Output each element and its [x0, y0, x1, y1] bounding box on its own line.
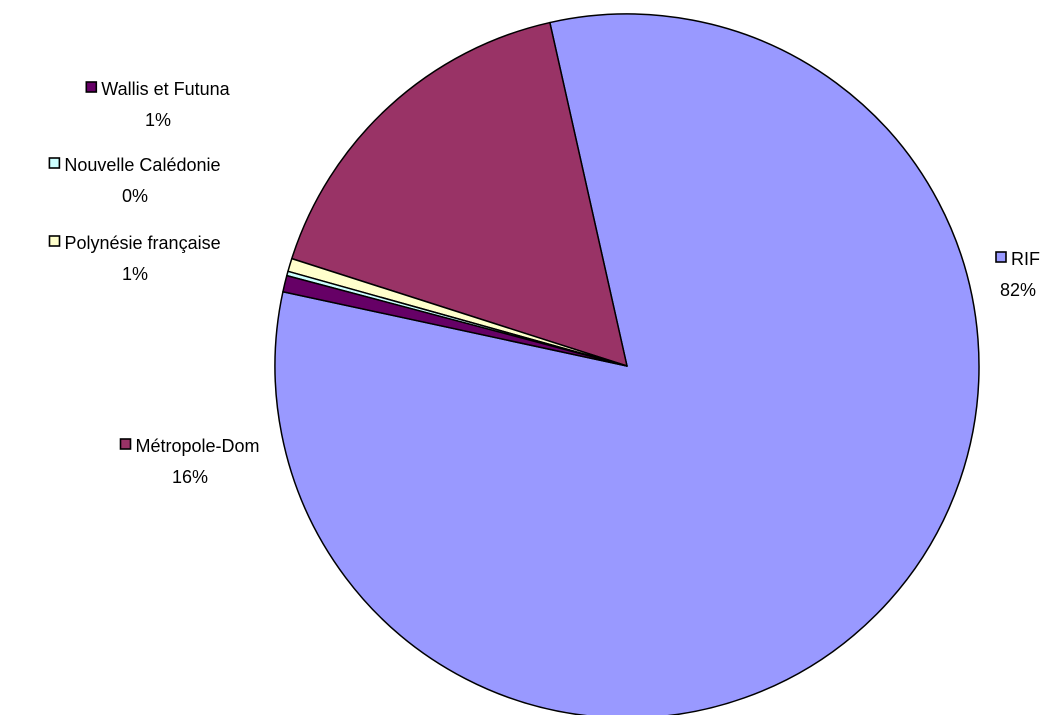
label-percent-m-tropole-dom: 16% [172, 467, 208, 487]
label-name-nouvelle-cal-donie: Nouvelle Calédonie [64, 155, 220, 175]
data-label-nouvelle-cal-donie: Nouvelle Calédonie 0% [48, 155, 221, 206]
pie-slice-m-tropole-dom [291, 21, 628, 367]
label-percent-nouvelle-cal-donie: 0% [122, 186, 148, 206]
label-name-wallis-et-futuna: Wallis et Futuna [101, 79, 230, 99]
legend-key-rif [995, 251, 1007, 263]
data-label-m-tropole-dom: Métropole-Dom 16% [119, 436, 260, 487]
label-name-m-tropole-dom: Métropole-Dom [136, 436, 260, 456]
legend-key-polyn-sie-fran-aise [48, 235, 61, 247]
label-percent-polyn-sie-fran-aise: 1% [122, 264, 148, 284]
legend-key-m-tropole-dom [119, 438, 132, 450]
label-percent-rif: 82% [1000, 280, 1036, 300]
label-name-rif: RIF [1011, 249, 1040, 269]
data-label-polyn-sie-fran-aise: Polynésie française 1% [48, 233, 221, 284]
label-name-polyn-sie-fran-aise: Polynésie française [65, 233, 221, 253]
data-label-wallis-et-futuna: Wallis et Futuna 1% [85, 79, 231, 130]
pie-slice-wallis-et-futuna [282, 274, 628, 367]
label-percent-wallis-et-futuna: 1% [145, 110, 171, 130]
legend-key-nouvelle-cal-donie [48, 157, 61, 169]
data-label-rif: RIF 82% [995, 249, 1040, 300]
legend-key-wallis-et-futuna [85, 81, 98, 93]
